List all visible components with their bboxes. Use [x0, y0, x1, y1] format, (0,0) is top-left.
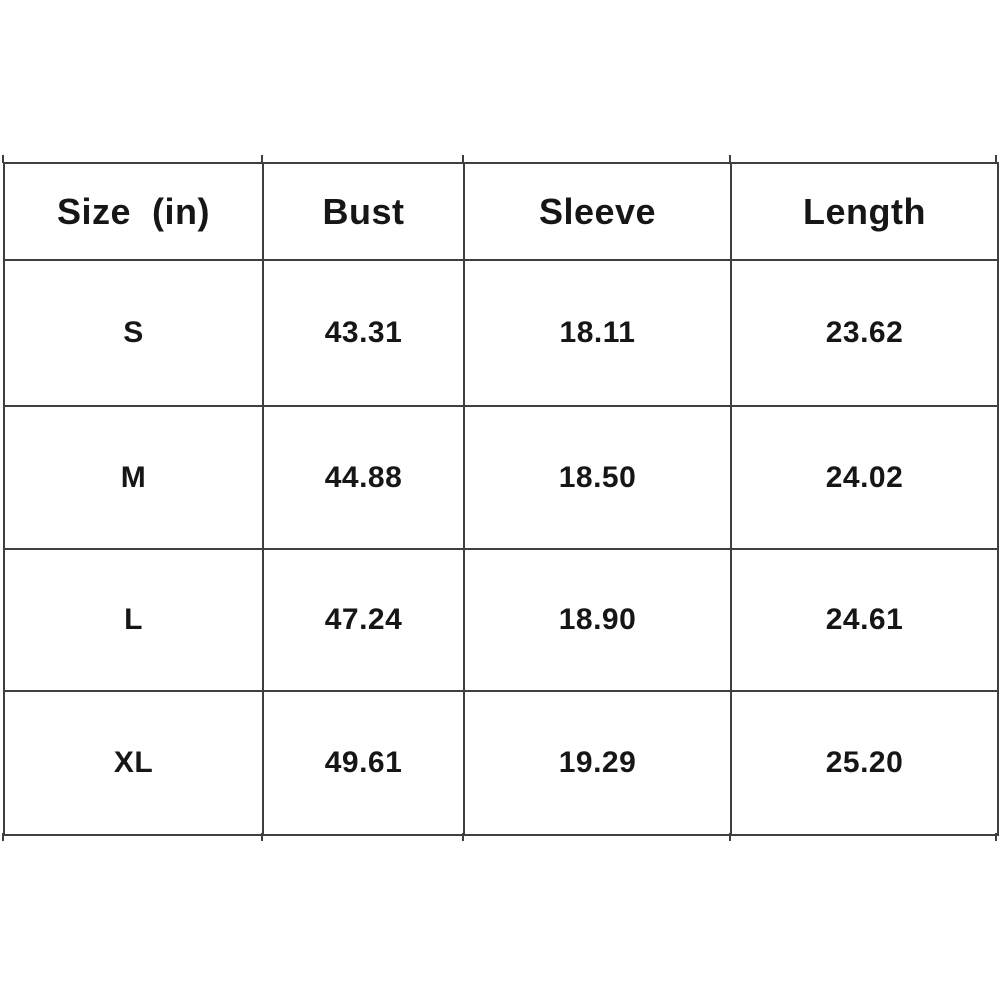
row-s-sleeve-value: 18.11 — [463, 259, 732, 407]
gridline-stub — [729, 155, 731, 163]
row-xl-sleeve-value: 19.29 — [463, 690, 732, 836]
header-row: Size (in) Bust Sleeve Length — [3, 162, 999, 261]
row-s-length-value: 23.62 — [730, 259, 999, 407]
row-m-sleeve-value: 18.50 — [463, 405, 732, 550]
header-cell-length: Length — [730, 162, 999, 261]
header-cell-sleeve: Sleeve — [463, 162, 732, 261]
row-xl-size-label: XL — [3, 690, 264, 836]
table-row-xl: XL 49.61 19.29 25.20 — [3, 690, 999, 836]
row-m-length-value: 24.02 — [730, 405, 999, 550]
row-l-sleeve-value: 18.90 — [463, 548, 732, 692]
row-l-length-value: 24.61 — [730, 548, 999, 692]
gridline-stub — [2, 833, 4, 841]
gridline-stub — [462, 833, 464, 841]
gridline-stub — [261, 833, 263, 841]
gridline-stub — [462, 155, 464, 163]
row-s-bust-value: 43.31 — [262, 259, 465, 407]
gridline-stub — [261, 155, 263, 163]
gridline-stub — [729, 833, 731, 841]
row-l-bust-value: 47.24 — [262, 548, 465, 692]
table-row-m: M 44.88 18.50 24.02 — [3, 405, 999, 550]
gridline-stub — [995, 155, 997, 163]
row-m-size-label: M — [3, 405, 264, 550]
row-s-size-label: S — [3, 259, 264, 407]
header-cell-bust: Bust — [262, 162, 465, 261]
row-xl-bust-value: 49.61 — [262, 690, 465, 836]
row-xl-length-value: 25.20 — [730, 690, 999, 836]
row-l-size-label: L — [3, 548, 264, 692]
gridline-stub — [2, 155, 4, 163]
header-cell-size: Size (in) — [3, 162, 264, 261]
table-row-s: S 43.31 18.11 23.62 — [3, 259, 999, 407]
size-chart-table: Size (in) Bust Sleeve Length S 43.31 18.… — [3, 162, 999, 836]
gridline-stub — [995, 833, 997, 841]
row-m-bust-value: 44.88 — [262, 405, 465, 550]
table-row-l: L 47.24 18.90 24.61 — [3, 548, 999, 692]
